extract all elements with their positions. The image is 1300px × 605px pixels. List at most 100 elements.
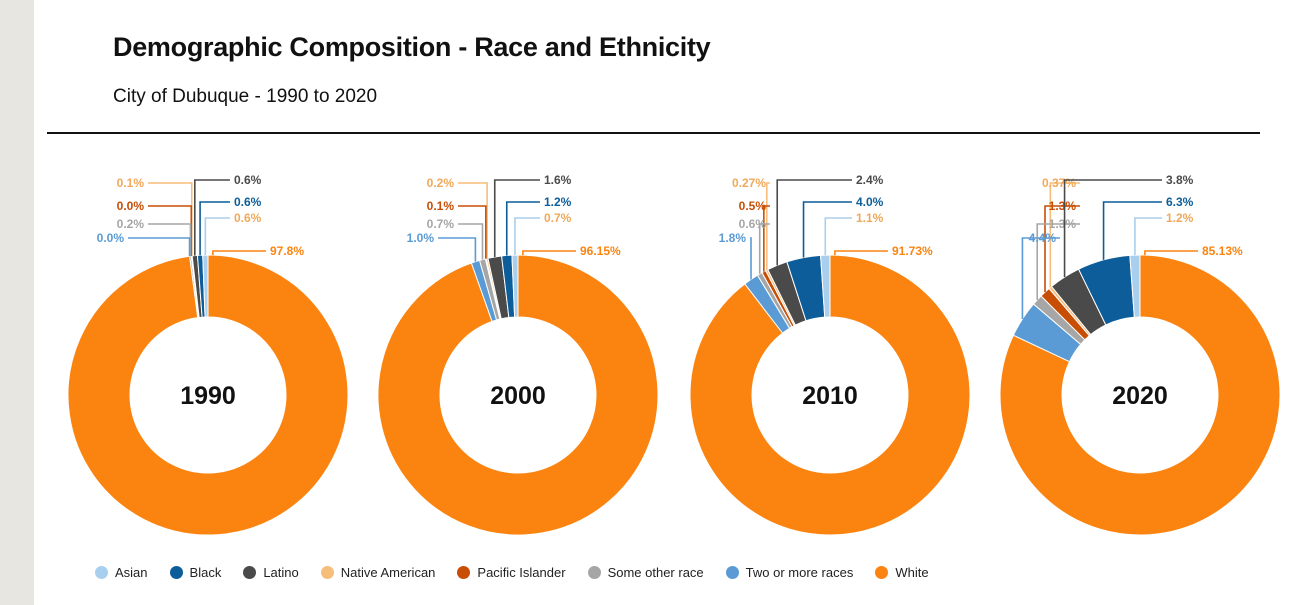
leader-some-other-race-2020 bbox=[1036, 223, 1080, 300]
data-label-white-2000: 96.15% bbox=[580, 244, 621, 258]
legend-swatch-white bbox=[875, 565, 889, 579]
leader-two-or-more-races-2020 bbox=[1021, 237, 1060, 319]
data-label-latino-2020: 3.8% bbox=[1166, 173, 1194, 187]
legend-swatch-latino bbox=[243, 565, 257, 579]
leader-pacific-islander-2020 bbox=[1044, 205, 1080, 293]
legend-label-native-american: Native American bbox=[340, 564, 436, 580]
legend-item-pacific-islander: Pacific Islander bbox=[457, 564, 566, 580]
leader-black-1990 bbox=[199, 201, 230, 256]
legend-item-white: White bbox=[875, 564, 929, 580]
legend-swatch-black bbox=[169, 565, 183, 579]
year-label-2000: 2000 bbox=[490, 382, 546, 410]
legend-label-white: White bbox=[895, 564, 929, 580]
legend-label-two-or-more-races: Two or more races bbox=[745, 564, 854, 580]
data-label-native-american-1990: 0.1% bbox=[117, 176, 145, 190]
slice-white-2010 bbox=[689, 254, 971, 536]
data-label-white-2010: 91.73% bbox=[892, 244, 933, 258]
leader-black-2000 bbox=[505, 201, 540, 256]
data-label-some-other-race-1990: 0.2% bbox=[117, 217, 145, 231]
legend-item-native-american: Native American bbox=[320, 564, 436, 580]
data-label-native-american-2020: 0.37% bbox=[1042, 176, 1076, 190]
chart-title: Demographic Composition - Race and Ethni… bbox=[113, 32, 711, 62]
leader-white-2000 bbox=[522, 250, 576, 256]
slice-white-2000 bbox=[377, 254, 659, 536]
legend-item-some-other-race: Some other race bbox=[587, 564, 704, 580]
data-label-black-2010: 4.0% bbox=[856, 195, 884, 209]
leader-asian-2000 bbox=[514, 217, 540, 256]
leader-two-or-more-races-2000 bbox=[438, 237, 477, 262]
data-label-asian-2020: 1.2% bbox=[1166, 211, 1194, 225]
data-label-asian-1990: 0.6% bbox=[234, 211, 262, 225]
data-label-asian-2010: 1.1% bbox=[856, 211, 884, 225]
legend-swatch-native-american bbox=[320, 565, 334, 579]
data-label-pacific-islander-1990: 0.0% bbox=[117, 199, 145, 213]
donut-2010: 2010 0.27% 0.5% 0.6%1.8% 2.4% 4.0% 1.1% 91.73% bbox=[689, 173, 971, 536]
legend-item-latino: Latino bbox=[243, 565, 299, 580]
year-label-2020: 2020 bbox=[1112, 382, 1168, 410]
legend-swatch-two-or-more-races bbox=[725, 565, 739, 579]
leader-native-american-1990 bbox=[148, 182, 193, 256]
leader-black-2010 bbox=[802, 201, 852, 258]
year-label-1990: 1990 bbox=[180, 382, 236, 410]
leader-two-or-more-races-2010 bbox=[750, 237, 752, 280]
data-label-latino-1990: 0.6% bbox=[234, 173, 262, 187]
leader-some-other-race-1990 bbox=[148, 223, 192, 257]
data-label-some-other-race-2000: 0.7% bbox=[427, 217, 455, 231]
data-label-pacific-islander-2000: 0.1% bbox=[427, 199, 455, 213]
data-label-native-american-2010: 0.27% bbox=[732, 176, 766, 190]
legend-item-black: Black bbox=[169, 564, 222, 580]
leader-latino-2020 bbox=[1063, 179, 1162, 278]
data-label-two-or-more-races-2010: 1.8% bbox=[719, 231, 747, 245]
data-label-two-or-more-races-2020: 4.4% bbox=[1029, 231, 1057, 245]
chart-legend: Asian Black Latino Native American Pacific I… bbox=[95, 563, 951, 581]
legend-swatch-asian bbox=[95, 565, 108, 579]
leader-some-other-race-2010 bbox=[758, 223, 770, 274]
leader-latino-2010 bbox=[776, 179, 852, 266]
leader-asian-2020 bbox=[1134, 217, 1162, 256]
data-label-white-1990: 97.8% bbox=[270, 244, 304, 258]
slice-white-2020 bbox=[999, 254, 1281, 536]
legend-swatch-pacific-islander bbox=[457, 565, 471, 579]
leader-some-other-race-2000 bbox=[458, 223, 484, 260]
legend-label-asian: Asian bbox=[115, 564, 148, 580]
donut-hole-2020 bbox=[1063, 318, 1217, 472]
legend-label-black: Black bbox=[189, 564, 222, 580]
data-label-two-or-more-races-2000: 1.0% bbox=[407, 231, 435, 245]
data-label-latino-2010: 2.4% bbox=[856, 173, 884, 187]
donut-hole-1990 bbox=[131, 318, 285, 472]
title-divider bbox=[47, 132, 1260, 134]
leader-native-american-2000 bbox=[458, 182, 488, 259]
data-label-pacific-islander-2010: 0.5% bbox=[739, 199, 767, 213]
data-label-latino-2000: 1.6% bbox=[544, 173, 572, 187]
leader-latino-1990 bbox=[194, 179, 230, 256]
leader-pacific-islander-2000 bbox=[458, 205, 487, 259]
leader-white-2020 bbox=[1144, 250, 1198, 256]
slice-white-1990 bbox=[67, 254, 349, 536]
legend-label-pacific-islander: Pacific Islander bbox=[477, 564, 566, 580]
data-label-some-other-race-2020: 1.3% bbox=[1049, 217, 1077, 231]
donut-hole-2010 bbox=[753, 318, 907, 472]
data-label-asian-2000: 0.7% bbox=[544, 211, 572, 225]
data-label-some-other-race-2010: 0.6% bbox=[739, 217, 767, 231]
legend-swatch-some-other-race bbox=[587, 565, 601, 579]
leader-pacific-islander-1990 bbox=[148, 205, 193, 256]
leader-native-american-2010 bbox=[765, 182, 770, 271]
leader-two-or-more-races-1990 bbox=[128, 237, 191, 257]
data-label-black-2020: 6.3% bbox=[1166, 195, 1194, 209]
leader-native-american-2020 bbox=[1049, 182, 1080, 288]
legend-label-some-other-race: Some other race bbox=[607, 564, 704, 580]
data-label-two-or-more-races-1990: 0.0% bbox=[97, 231, 125, 245]
leader-black-2020 bbox=[1102, 201, 1162, 260]
data-label-native-american-2000: 0.2% bbox=[427, 176, 455, 190]
leader-white-2010 bbox=[834, 250, 888, 256]
donut-hole-2000 bbox=[441, 318, 595, 472]
chart-subtitle: City of Dubuque - 1990 to 2020 bbox=[113, 86, 378, 107]
leader-white-1990 bbox=[212, 250, 266, 256]
data-label-pacific-islander-2020: 1.3% bbox=[1049, 199, 1077, 213]
leader-asian-2010 bbox=[824, 217, 852, 256]
data-label-black-2000: 1.2% bbox=[544, 195, 572, 209]
